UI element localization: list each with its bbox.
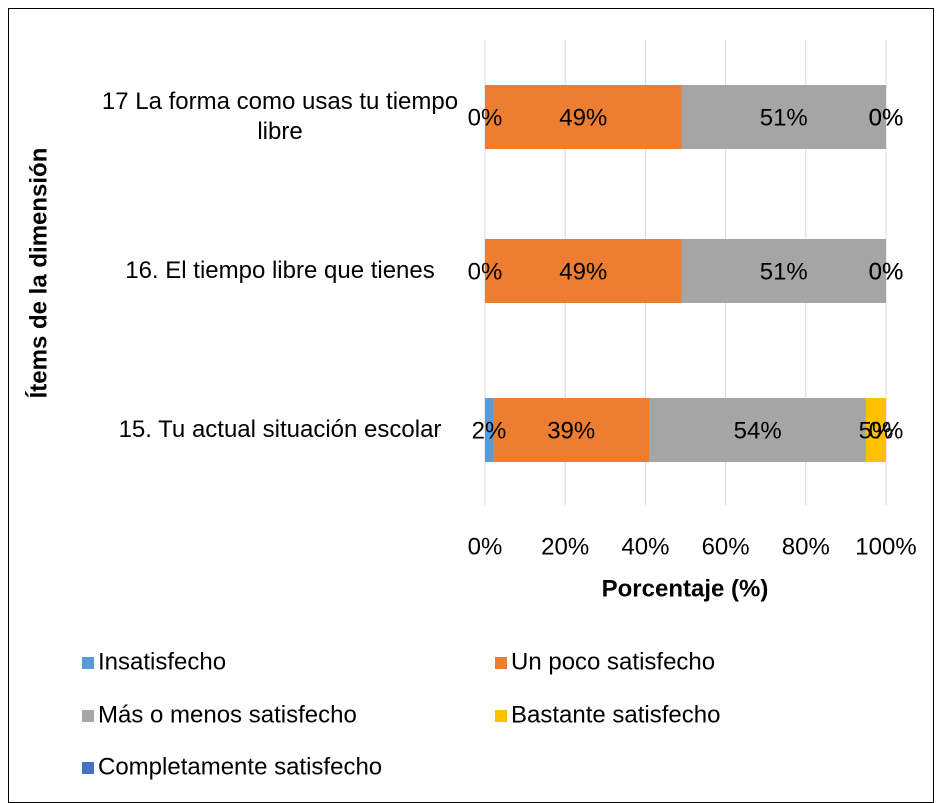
bar-segment [865,398,886,462]
legend-label: Insatisfecho [98,648,226,675]
bar-segment [485,239,682,303]
data-label: 0% [869,417,904,444]
legend-marker [495,710,507,722]
x-tick-label: 20% [541,533,589,560]
legend-marker [82,710,94,722]
bar-segment [485,85,682,149]
y-tick-label: 16. El tiempo libre que tienes [125,257,435,284]
x-tick-label: 80% [782,533,830,560]
data-label: 49% [559,258,607,285]
y-tick-label: 15. Tu actual situación escolar [118,416,442,443]
data-label: 0% [468,104,503,131]
x-tick-label: 60% [702,533,750,560]
data-label: 0% [869,104,904,131]
x-axis-title: Porcentaje (%) [602,575,769,602]
data-label: 0% [869,258,904,285]
legend-marker [495,657,507,669]
data-label: 54% [734,417,782,444]
legend-label: Completamente satisfecho [98,753,382,780]
data-label: 0% [869,104,904,131]
legend-label: Un poco satisfecho [511,648,715,675]
x-tick-label: 40% [621,533,669,560]
data-label: 51% [760,104,808,131]
y-tick-label: 17 La forma como usas tu tiempo libre [101,88,459,145]
x-tick-label: 0% [468,533,503,560]
data-label: 0% [869,258,904,285]
bar-segment [681,85,886,149]
data-label: 0% [468,258,503,285]
data-label: 39% [547,417,595,444]
legend-marker [82,657,94,669]
y-axis-title: Ítems de la dimensión [24,148,52,399]
data-label: 51% [760,258,808,285]
legend-label: Bastante satisfecho [511,701,720,728]
data-label: 5% [859,417,894,444]
legend-marker [82,762,94,774]
data-label: 49% [559,104,607,131]
bar-segment [485,398,494,462]
legend-label: Más o menos satisfecho [98,701,357,728]
bar-segment [649,398,866,462]
bar-segment [681,239,886,303]
data-label: 2% [472,417,507,444]
x-tick-label: 100% [855,533,916,560]
bar-segment [493,398,650,462]
